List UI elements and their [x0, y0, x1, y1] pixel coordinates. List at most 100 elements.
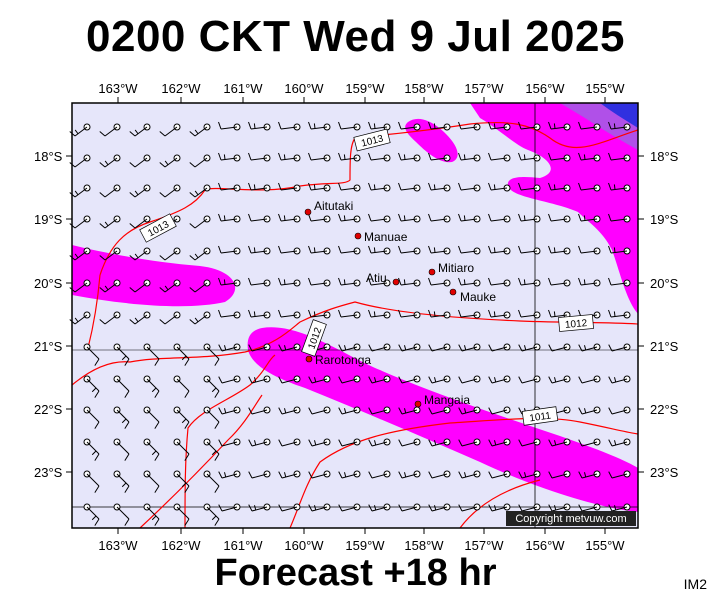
wind-barb	[398, 375, 421, 384]
wind-barb	[368, 406, 391, 415]
latitude-label-left: 23°S	[34, 465, 63, 480]
wind-barb	[99, 247, 121, 261]
wind-barb	[248, 470, 271, 479]
wind-barb	[99, 123, 121, 137]
longitude-label-top: 159°W	[345, 81, 385, 96]
wind-barb	[398, 152, 421, 162]
wind-barb	[428, 309, 451, 319]
wind-barb	[143, 470, 160, 493]
wind-barb	[278, 406, 301, 415]
wind-barb	[173, 470, 190, 493]
wind-barb	[308, 245, 331, 255]
wind-barb	[218, 245, 241, 255]
wind-barb	[608, 121, 631, 131]
wind-barb	[248, 213, 271, 223]
wind-barb	[278, 213, 301, 223]
wind-barb	[368, 503, 391, 512]
wind-barb	[548, 470, 571, 479]
wind-barb	[608, 152, 631, 162]
wind-barb	[398, 503, 421, 512]
wind-barb	[99, 184, 121, 198]
wind-barb	[578, 182, 601, 192]
wind-barb	[218, 309, 241, 319]
wind-barb	[548, 503, 571, 512]
wind-barb	[518, 121, 541, 131]
place-label: Aitutaki	[314, 199, 353, 213]
wind-barb	[368, 343, 391, 352]
place-label: Mitiaro	[438, 261, 474, 275]
wind-barb	[488, 375, 511, 384]
longitude-label-bottom: 160°W	[284, 538, 324, 553]
image-tag: IM2	[683, 576, 707, 592]
wind-barb	[278, 503, 301, 512]
wind-barb	[308, 309, 331, 319]
wind-barb	[578, 245, 601, 255]
wind-barb	[338, 121, 361, 131]
wind-barb	[173, 406, 190, 429]
wind-barb	[83, 406, 100, 429]
wind-barb	[608, 375, 631, 384]
wind-barb	[248, 182, 271, 192]
wind-barb	[608, 213, 631, 223]
latitude-label-right: 21°S	[650, 339, 679, 354]
wind-barb	[398, 309, 421, 319]
place-label: Manuae	[364, 230, 408, 244]
wind-barb	[218, 406, 241, 415]
wind-barb	[458, 182, 481, 192]
wind-barb	[278, 121, 301, 131]
wind-barb	[578, 503, 601, 512]
wind-barb	[218, 277, 241, 287]
wind-barb	[338, 438, 361, 447]
longitude-label-bottom: 161°W	[223, 538, 263, 553]
wind-barb	[458, 152, 481, 162]
wind-barb	[248, 375, 271, 384]
longitude-label-bottom: 156°W	[525, 538, 565, 553]
wind-barb	[278, 309, 301, 319]
isobar-label: 1011	[521, 406, 559, 426]
wind-barb	[113, 375, 130, 398]
wind-barb	[458, 375, 481, 384]
wind-barb	[159, 123, 181, 137]
wind-barb	[608, 438, 631, 447]
wind-band-south	[247, 327, 638, 512]
wind-barb	[488, 470, 511, 479]
wind-barb	[488, 503, 511, 512]
wind-barb	[159, 154, 181, 168]
latitude-label-right: 18°S	[650, 149, 679, 164]
wind-barb	[189, 311, 211, 325]
wind-barb	[368, 375, 391, 384]
island-marker	[305, 355, 313, 363]
wind-barb	[218, 375, 241, 384]
isobar-line	[289, 417, 638, 528]
wind-barb	[518, 503, 541, 512]
longitude-label-top: 157°W	[464, 81, 504, 96]
wind-barb	[248, 245, 271, 255]
longitude-label-top: 158°W	[404, 81, 444, 96]
longitude-label-bottom: 157°W	[464, 538, 504, 553]
island-marker	[414, 400, 422, 408]
wind-barb	[308, 406, 331, 415]
wind-barb	[608, 503, 631, 512]
wind-barb	[458, 121, 481, 131]
wind-barb	[488, 277, 511, 287]
wind-barb	[518, 375, 541, 384]
wind-barb	[278, 343, 301, 352]
wind-barb	[173, 343, 190, 366]
wind-barb	[278, 375, 301, 384]
wind-barb	[548, 277, 571, 287]
wind-barb	[189, 184, 211, 198]
longitude-label-top: 155°W	[585, 81, 625, 96]
wind-barb	[218, 152, 241, 162]
wind-barb	[368, 121, 391, 131]
wind-barb	[189, 247, 211, 261]
island-marker	[392, 278, 400, 286]
wind-barb	[578, 343, 601, 352]
wind-barb	[218, 213, 241, 223]
wind-barbs-layer	[69, 121, 631, 526]
wind-barb	[129, 123, 151, 137]
wind-barb	[83, 503, 100, 526]
isobar-line	[139, 394, 263, 528]
wind-barb	[69, 311, 91, 325]
wind-barb	[608, 245, 631, 255]
wind-barb	[338, 277, 361, 287]
